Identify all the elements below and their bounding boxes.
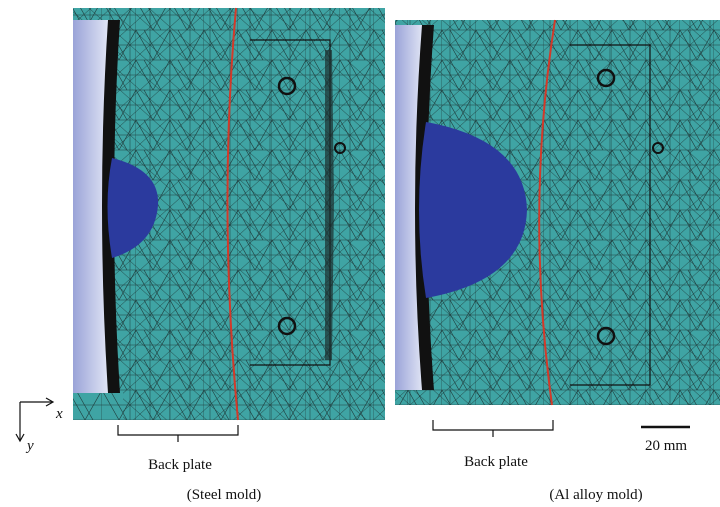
panel-label: Back plate (464, 454, 528, 470)
panel-caption: (Al alloy mold) (549, 487, 642, 503)
brace (433, 420, 553, 437)
figure: x y Back plate (Steel mold) Back plate (… (0, 0, 720, 507)
scale-bar-label: 20 mm (645, 438, 687, 454)
steel-mold-mesh (73, 8, 385, 420)
al-alloy-mold-mesh (395, 20, 720, 405)
y-axis-label: y (25, 438, 34, 454)
panel-label: Back plate (148, 457, 212, 473)
brace (118, 425, 238, 442)
x-axis-label: x (55, 406, 63, 422)
panel-caption: (Steel mold) (187, 487, 262, 503)
axes-indicator (16, 398, 53, 441)
